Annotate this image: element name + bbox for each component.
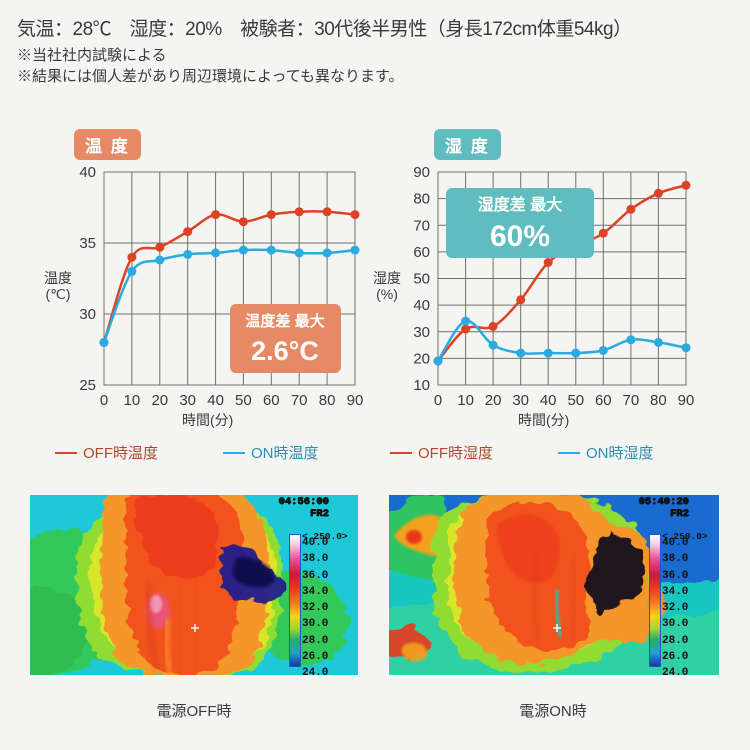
svg-text:70: 70 [623, 392, 640, 409]
svg-text:50: 50 [567, 392, 584, 409]
svg-text:90: 90 [413, 164, 430, 181]
svg-text:20: 20 [413, 350, 430, 367]
svg-text:90: 90 [678, 392, 695, 409]
svg-text:30: 30 [413, 324, 430, 341]
svg-text:10: 10 [457, 392, 474, 409]
svg-text:80: 80 [413, 191, 430, 208]
svg-text:70: 70 [413, 217, 430, 234]
svg-text:40: 40 [540, 392, 557, 409]
svg-text:20: 20 [485, 392, 502, 409]
svg-text:60: 60 [595, 392, 612, 409]
svg-text:0: 0 [434, 392, 442, 409]
svg-text:40: 40 [413, 297, 430, 314]
svg-text:湿度差 最大: 湿度差 最大 [477, 195, 562, 214]
svg-text:60%: 60% [490, 220, 550, 253]
svg-text:80: 80 [650, 392, 667, 409]
svg-text:30: 30 [512, 392, 529, 409]
svg-text:10: 10 [413, 377, 430, 394]
svg-text:60: 60 [413, 244, 430, 261]
svg-text:50: 50 [413, 271, 430, 288]
